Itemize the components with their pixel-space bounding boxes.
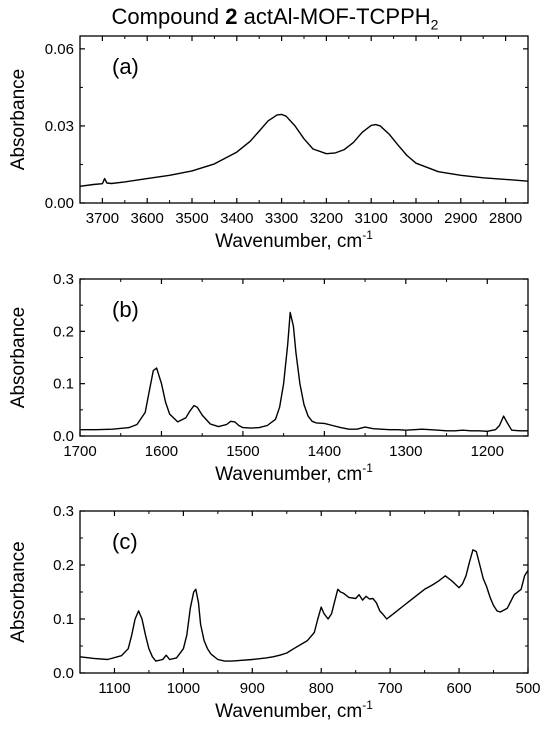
title-subscript: 2 [430, 16, 439, 33]
x-tick-label: 3700 [86, 210, 119, 227]
x-tick-label: 3500 [175, 210, 208, 227]
y-axis-label: Absorbance [8, 541, 29, 642]
x-tick-label: 600 [447, 680, 472, 697]
y-tick-label: 0.2 [53, 323, 74, 340]
x-tick-label: 3300 [265, 210, 298, 227]
x-tick-label: 2800 [489, 210, 522, 227]
x-tick-label: 700 [378, 680, 403, 697]
y-tick-label: 0.03 [45, 118, 74, 135]
x-tick-label: 3600 [131, 210, 164, 227]
x-axis-label: Wavenumber, cm-1 [215, 698, 373, 722]
x-tick-label: 800 [309, 680, 334, 697]
y-tick-label: 0.06 [45, 41, 74, 58]
panel-label: (a) [112, 54, 139, 79]
y-axis-label: Absorbance [8, 69, 29, 170]
x-tick-label: 3000 [399, 210, 432, 227]
x-tick-label: 1500 [226, 443, 259, 460]
chart-panel-3: 1100 1000 900 800 700 600 500 0.0 0.1 0.2 0.3 Waven… [8, 503, 541, 722]
chart-panel-2: 1700 1600 1500 1400 1300 1200 0.0 0.1 0.2 0.3 Wave… [8, 271, 529, 485]
x-tick-label: 1400 [308, 443, 341, 460]
x-tick-label: 3400 [220, 210, 253, 227]
title-prefix: Compound [111, 4, 226, 29]
title-middle: actAl-MOF-TCPPH [237, 4, 431, 29]
x-axis-label-superscript: -1 [362, 698, 373, 712]
y-tick-label: 0.00 [45, 195, 74, 212]
x-tick-label: 1100 [98, 680, 130, 697]
y-tick-label: 0.0 [53, 428, 74, 445]
plot-frame [79, 278, 529, 437]
y-tick-label: 0.2 [53, 557, 74, 574]
spectrum-line [79, 549, 529, 662]
x-axis-label: Wavenumber, cm-1 [215, 228, 373, 252]
chart-panel-1: 3700 3600 3500 3400 3300 3200 3100 3000 2900 2800… [8, 35, 529, 252]
y-tick-label: 0.1 [53, 376, 74, 393]
title-compound-number: 2 [225, 4, 238, 29]
x-tick-label: 1300 [389, 443, 422, 460]
x-tick-label: 3200 [310, 210, 343, 227]
y-tick-label: 0.3 [53, 503, 74, 520]
x-tick-label: 1600 [145, 443, 178, 460]
x-tick-label: 1200 [471, 443, 504, 460]
x-tick-label: 500 [515, 680, 540, 697]
plot-frame [79, 510, 529, 674]
x-tick-label: 1000 [167, 680, 200, 697]
y-tick-label: 0.3 [53, 271, 74, 288]
x-tick-label: 2900 [444, 210, 477, 227]
x-axis-label-superscript: -1 [362, 228, 373, 242]
y-axis-label: Absorbance [8, 307, 29, 408]
panel-label: (c) [112, 529, 138, 554]
figure-title: Compound 2 actAl-MOF-TCPPH2 [0, 4, 550, 32]
y-tick-label: 0.0 [53, 665, 74, 682]
spectrum-line [80, 311, 528, 432]
x-axis-label: Wavenumber, cm-1 [215, 461, 373, 485]
x-tick-label: 3100 [355, 210, 388, 227]
spectrum-line [79, 113, 529, 187]
x-axis-label-superscript: -1 [362, 461, 373, 475]
panel-label: (b) [112, 297, 139, 322]
x-tick-label: 1700 [63, 443, 96, 460]
x-tick-label: 900 [240, 680, 265, 697]
y-tick-label: 0.1 [53, 611, 74, 628]
